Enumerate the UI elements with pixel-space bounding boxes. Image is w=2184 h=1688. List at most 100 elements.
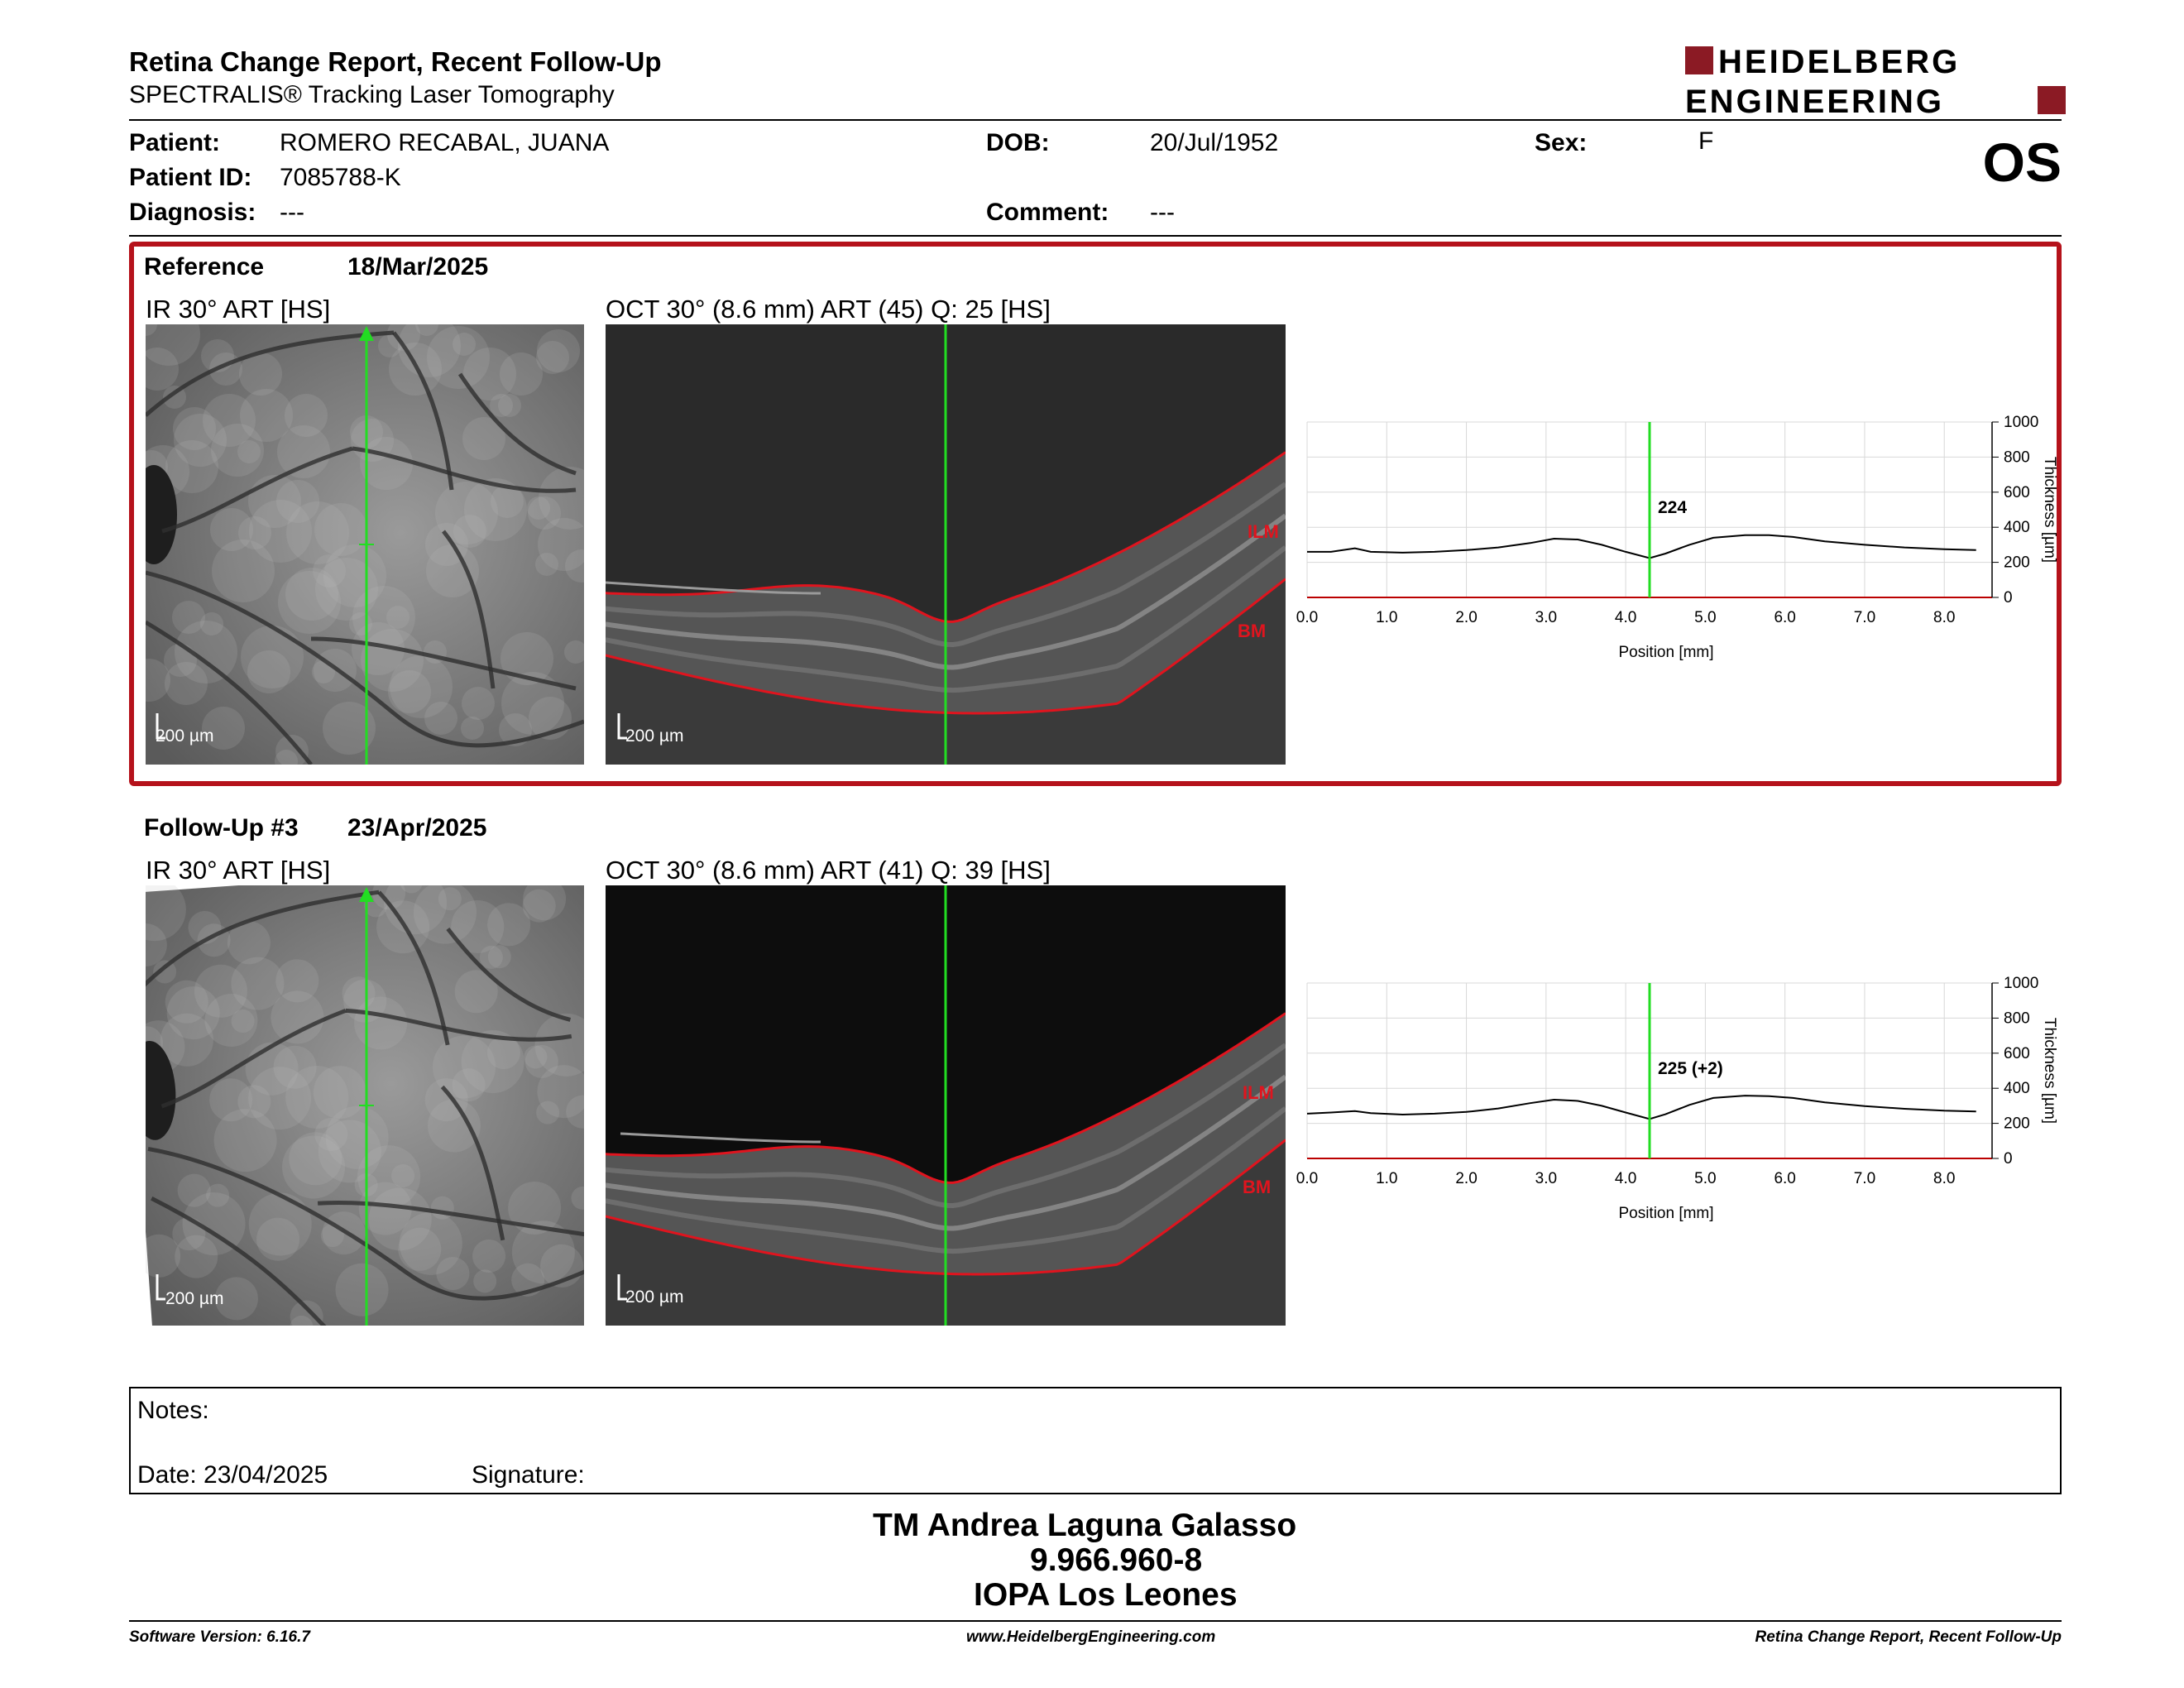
report-title: Retina Change Report, Recent Follow-Up bbox=[129, 46, 662, 77]
vitreous-membrane bbox=[620, 1132, 821, 1144]
x-axis-title: Position [mm] bbox=[1618, 644, 1713, 661]
y-tick-label: 1000 bbox=[2004, 975, 2038, 992]
scale-bar-label: 200 µm bbox=[625, 1288, 684, 1307]
info-divider bbox=[129, 235, 2062, 237]
y-tick-label: 800 bbox=[2004, 1009, 2030, 1027]
website-link[interactable]: www.HeidelbergEngineering.com bbox=[966, 1628, 1216, 1646]
ir-caption: IR 30° ART [HS] bbox=[146, 856, 331, 885]
sex-value: F bbox=[1698, 127, 1714, 155]
notes-box: Notes: Date: 23/04/2025 Signature: bbox=[129, 1387, 2062, 1494]
retinal-vessel bbox=[345, 1008, 572, 1042]
diagnosis-value: --- bbox=[280, 199, 304, 226]
retina-tissue bbox=[606, 1013, 1286, 1326]
fundus-background bbox=[146, 885, 584, 1326]
retinal-vessel bbox=[147, 1146, 584, 1301]
header-divider bbox=[129, 119, 2062, 121]
oct-bscan-image: 200 µm ILM BM bbox=[606, 324, 1286, 765]
y-tick-label: 400 bbox=[2004, 519, 2030, 536]
scale-bar-label: 200 µm bbox=[625, 727, 684, 746]
bm-label: BM bbox=[1238, 621, 1267, 641]
retinal-vessel bbox=[310, 636, 577, 691]
scale-bar bbox=[156, 713, 165, 740]
y-tick-label: 0 bbox=[2004, 589, 2013, 607]
notes-date: Date: 23/04/2025 bbox=[137, 1461, 328, 1489]
y-tick-label: 800 bbox=[2004, 448, 2030, 466]
y-tick-label: 200 bbox=[2004, 554, 2030, 572]
exam-date: 18/Mar/2025 bbox=[347, 253, 489, 281]
patient-id-label: Patient ID: bbox=[129, 164, 252, 191]
marker-value-label: 224 bbox=[1658, 498, 1687, 517]
retinal-vessel bbox=[151, 1196, 328, 1326]
x-tick-label: 2.0 bbox=[1455, 609, 1477, 626]
x-tick-label: 1.0 bbox=[1376, 1170, 1397, 1187]
retinal-vessel bbox=[161, 446, 353, 534]
optic-disc bbox=[146, 465, 177, 564]
x-tick-label: 5.0 bbox=[1694, 1170, 1716, 1187]
y-tick-label: 600 bbox=[2004, 1045, 2030, 1062]
retinal-vessel bbox=[446, 927, 572, 1022]
retinal-vessel bbox=[317, 1200, 584, 1237]
oct-bscan-image: 200 µm ILM BM bbox=[606, 885, 1286, 1326]
x-tick-label: 7.0 bbox=[1854, 1170, 1875, 1187]
x-tick-label: 6.0 bbox=[1774, 1170, 1795, 1187]
marker-value-label: 225 (+2) bbox=[1658, 1059, 1723, 1078]
y-tick-label: 200 bbox=[2004, 1115, 2030, 1133]
oct-caption: OCT 30° (8.6 mm) ART (45) Q: 25 [HS] bbox=[606, 295, 1051, 324]
signer-institution: IOPA Los Leones bbox=[974, 1577, 1238, 1613]
x-tick-label: 0.0 bbox=[1296, 609, 1318, 626]
heidelberg-logo: HEIDELBERG ENGINEERING bbox=[1685, 46, 2066, 116]
thickness-chart: 0.0 1.0 2.0 3.0 4.0 5.0 6.0 7.0 8.0 0 200 400 600 800… bbox=[1296, 414, 2058, 661]
exam-date: 23/Apr/2025 bbox=[347, 814, 487, 842]
ilm-label: ILM bbox=[1248, 521, 1279, 542]
signer-id: 9.966.960-8 bbox=[1030, 1542, 1203, 1578]
y-tick-label: 600 bbox=[2004, 484, 2030, 501]
retinal-vessel bbox=[442, 530, 496, 689]
fovea-marker bbox=[359, 1098, 374, 1113]
eye-indicator: OS bbox=[1982, 132, 2062, 193]
x-tick-label: 0.0 bbox=[1296, 1170, 1318, 1187]
retinal-vessel bbox=[457, 372, 577, 476]
scale-bar bbox=[617, 713, 627, 740]
x-tick-label: 8.0 bbox=[1933, 1170, 1955, 1187]
retinal-vessel bbox=[146, 570, 584, 748]
footer-divider bbox=[129, 1620, 2062, 1622]
svg-text:HEIDELBERG: HEIDELBERG bbox=[1718, 46, 1960, 80]
x-tick-label: 4.0 bbox=[1615, 1170, 1636, 1187]
choroid bbox=[606, 578, 1286, 765]
reference-panel-frame bbox=[129, 242, 2062, 786]
exam-title: Follow-Up #3 bbox=[144, 814, 299, 842]
y-axis-title: Thickness [µm] bbox=[2041, 457, 2058, 563]
retina-tissue bbox=[606, 452, 1286, 765]
report-subtitle: SPECTRALIS® Tracking Laser Tomography bbox=[129, 81, 615, 108]
thickness-series-line bbox=[1307, 534, 1976, 559]
ir-fundus-image: 200 µm bbox=[146, 324, 584, 765]
y-tick-label: 1000 bbox=[2004, 414, 2038, 431]
notes-label: Notes: bbox=[137, 1397, 209, 1424]
retinal-vessel bbox=[352, 446, 577, 493]
scale-bar bbox=[617, 1274, 627, 1301]
x-tick-label: 3.0 bbox=[1535, 609, 1557, 626]
patient-label: Patient: bbox=[129, 129, 221, 156]
x-tick-label: 2.0 bbox=[1455, 1170, 1477, 1187]
optic-disc bbox=[146, 1040, 176, 1140]
sex-label: Sex: bbox=[1535, 129, 1588, 156]
dob-label: DOB: bbox=[986, 129, 1050, 156]
scale-bar bbox=[156, 1274, 165, 1301]
thickness-series-line bbox=[1306, 1095, 1976, 1120]
y-tick-label: 0 bbox=[2004, 1150, 2013, 1168]
signature-label: Signature: bbox=[472, 1461, 585, 1489]
x-axis-title: Position [mm] bbox=[1618, 1205, 1713, 1222]
footer-report-name: Retina Change Report, Recent Follow-Up bbox=[1755, 1628, 2062, 1646]
fovea-marker bbox=[359, 537, 374, 552]
vitreous-membrane bbox=[606, 581, 821, 595]
retinal-vessel bbox=[146, 890, 380, 994]
choroid bbox=[606, 1139, 1286, 1326]
svg-text:ENGINEERING: ENGINEERING bbox=[1685, 84, 1944, 116]
bm-label: BM bbox=[1243, 1177, 1272, 1197]
x-tick-label: 3.0 bbox=[1535, 1170, 1557, 1187]
x-tick-label: 6.0 bbox=[1774, 609, 1795, 626]
x-tick-label: 5.0 bbox=[1694, 609, 1716, 626]
retinal-vessel bbox=[440, 1085, 505, 1241]
x-tick-label: 7.0 bbox=[1854, 609, 1875, 626]
retinal-vessel bbox=[146, 620, 313, 765]
